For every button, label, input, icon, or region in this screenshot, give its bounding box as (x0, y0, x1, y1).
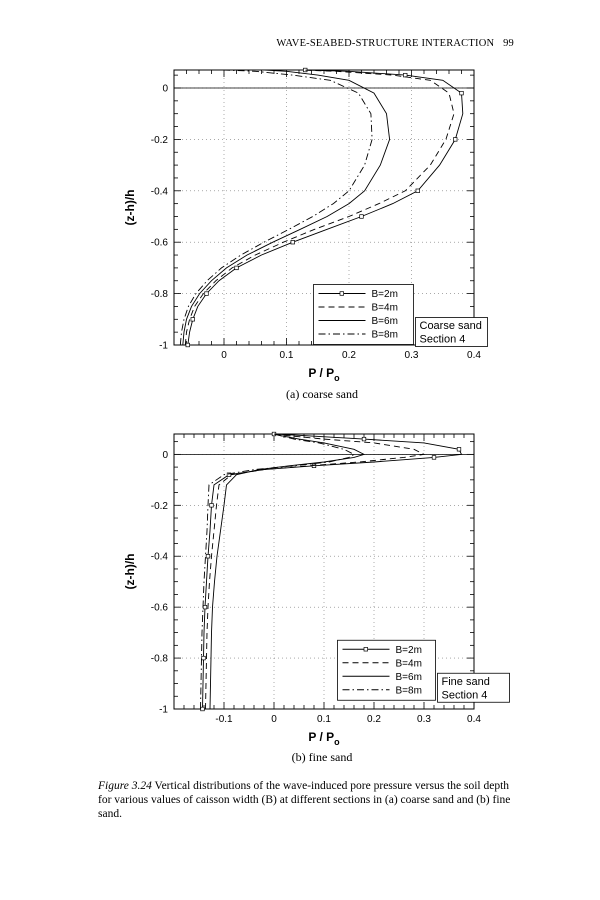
legend-note-line: Coarse sand (420, 320, 482, 332)
y-tick-label: -0.2 (151, 501, 169, 512)
y-tick-label: 0 (162, 450, 168, 461)
series-line-b-8m (200, 433, 355, 710)
y-tick-label: 0 (162, 83, 168, 94)
page-header: WAVE-SEABED-STRUCTURE INTERACTION 99 (270, 38, 514, 49)
legend-note-line: Section 4 (420, 334, 466, 346)
x-tick-label: 0.1 (280, 350, 294, 361)
legend-box (313, 284, 414, 345)
series-point (204, 291, 209, 296)
x-tick-label: 0.3 (405, 350, 419, 361)
figure-caption-text: Vertical distributions of the wave-induc… (98, 780, 511, 820)
series-point (431, 455, 437, 460)
legend-swatch-marker (339, 291, 344, 296)
legend-note-line: Section 4 (442, 689, 488, 701)
series-point (209, 503, 214, 508)
figure-caption: Figure 3.24 Vertical distributions of th… (98, 779, 518, 821)
series-point (190, 317, 195, 322)
y-tick-label: -0.8 (151, 654, 169, 665)
y-tick-label: -1 (159, 705, 168, 716)
series-point (290, 240, 295, 245)
series-line-b-6m (182, 69, 391, 346)
x-tick-label: 0.2 (367, 714, 381, 725)
series-point (359, 214, 364, 219)
y-tick-label: -0.6 (151, 603, 169, 614)
series-point (415, 188, 420, 193)
series-line-b-4m (205, 433, 426, 710)
legend-box (337, 639, 436, 701)
series-point (234, 265, 239, 271)
x-axis-title-subscript: o (334, 373, 340, 383)
series-point (456, 447, 462, 452)
legend-label: B=8m (372, 330, 398, 341)
caption-fine-sand: (b) fine sand (291, 750, 353, 764)
series-line-b-6m (209, 433, 366, 710)
x-tick-label: 0.2 (342, 350, 356, 361)
y-tick-label: -1 (159, 341, 168, 352)
series-line-b-4m (184, 69, 455, 346)
series-point (185, 342, 190, 348)
chart-coarse-sand: 0 0.1 0.2 0.3 0.4 0 -0.2 -0.4 -0.6 -0.8 -1 P / Po (z… (123, 67, 488, 383)
x-axis-title: P / Po (308, 730, 340, 747)
y-axis-title: (z-h)/h (123, 554, 137, 590)
x-tick-label: 0.1 (317, 714, 331, 725)
legend-label: B=4m (396, 658, 422, 669)
series-point (202, 604, 208, 610)
running-title: WAVE-SEABED-STRUCTURE INTERACTION (276, 38, 495, 49)
series-line-b-8m (179, 69, 373, 346)
legend-label: B=8m (396, 685, 422, 696)
y-tick-label: -0.4 (151, 186, 169, 197)
series-point (453, 137, 458, 142)
x-axis-title: P / Po (308, 366, 340, 383)
x-tick-label: 0 (271, 714, 277, 725)
legend-label: B=2m (372, 289, 398, 300)
y-tick-label: -0.4 (151, 552, 169, 563)
figure-label: Figure 3.24 (98, 780, 152, 792)
legend-label: B=6m (396, 672, 422, 683)
legend-note-line: Fine sand (442, 676, 490, 688)
legend-note-box (437, 672, 510, 703)
x-tick-label: -0.1 (215, 714, 233, 725)
series-point (200, 706, 205, 712)
x-tick-label: 0 (221, 350, 227, 361)
y-tick-label: -0.8 (151, 289, 169, 300)
page-number: 99 (503, 38, 514, 49)
x-tick-label: 0.3 (417, 714, 431, 725)
x-axis-title-subscript: o (334, 737, 340, 747)
legend-note-box (415, 317, 488, 347)
chart-fine-sand: -0.1 0 0.1 0.2 0.3 0.4 0 -0.2 -0.4 -0.6 -0.8 -1 P / … (123, 431, 510, 747)
series-point (205, 554, 211, 559)
legend-label: B=6m (372, 316, 398, 327)
x-tick-label: 0.4 (467, 350, 481, 361)
y-axis-title: (z-h)/h (123, 190, 137, 226)
series-point (361, 436, 367, 442)
x-tick-label: 0.4 (467, 714, 481, 725)
legend-swatch-marker (363, 647, 368, 652)
y-tick-label: -0.2 (151, 135, 169, 146)
caption-coarse-sand: (a) coarse sand (286, 387, 358, 401)
series-point (201, 655, 206, 661)
legend-label: B=2m (396, 645, 422, 656)
series-point (459, 90, 464, 96)
legend-label: B=4m (372, 303, 398, 314)
y-tick-label: -0.6 (151, 238, 169, 249)
